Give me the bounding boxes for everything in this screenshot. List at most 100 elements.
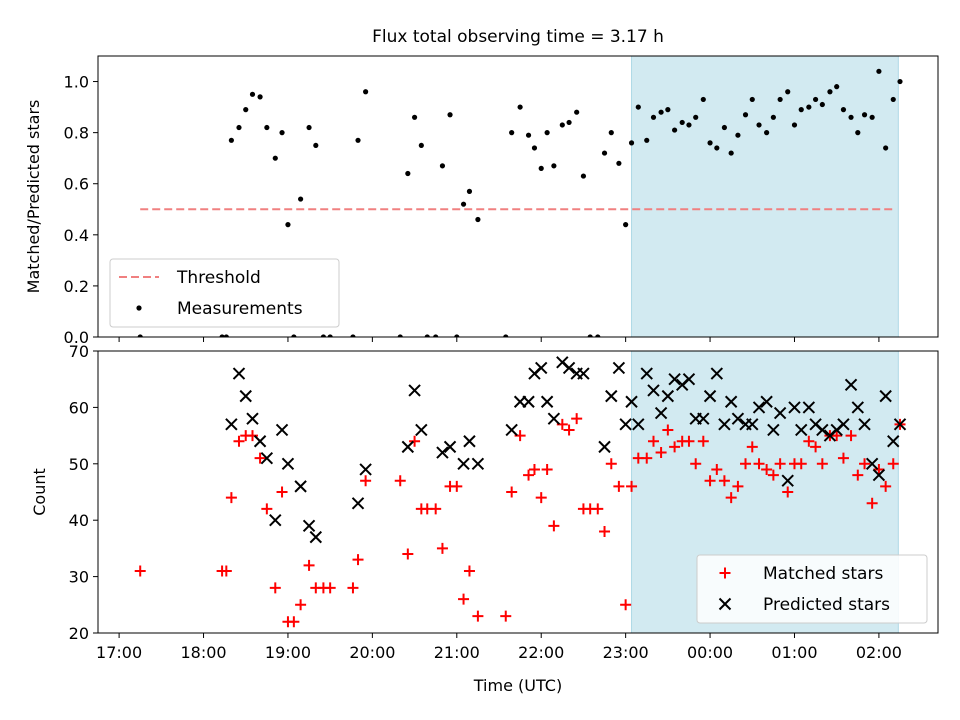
- measurement-point: [735, 132, 741, 138]
- matched-star-point: [683, 435, 695, 447]
- predicted-star-point: [795, 423, 808, 437]
- matched-star-point: [816, 458, 828, 470]
- measurement-point: [644, 137, 650, 143]
- predicted-star-point: [781, 474, 794, 487]
- y-tick-label: 1.0: [64, 73, 89, 92]
- predicted-star-point: [632, 418, 645, 431]
- measurement-point: [601, 150, 608, 156]
- predicted-star-point: [802, 401, 816, 414]
- predicted-star-point: [879, 389, 892, 403]
- matched-star-point: [563, 424, 575, 436]
- measurement-point: [236, 124, 242, 131]
- y-tick-label: 0.8: [64, 124, 89, 143]
- chart-title: Flux total observing time = 3.17 h: [372, 27, 664, 47]
- x-tick-label: 18:00: [180, 643, 226, 662]
- predicted-star-point: [540, 395, 554, 408]
- matched-star-point: [647, 435, 659, 447]
- predicted-star-point: [562, 361, 576, 375]
- measurement-point: [650, 114, 657, 120]
- matched-star-point: [887, 458, 899, 470]
- matched-star-point: [837, 452, 849, 464]
- x-axis-label: Time (UTC): [473, 676, 562, 695]
- measurement-point: [791, 122, 798, 128]
- measurement-point: [827, 89, 833, 95]
- measurement-point: [890, 96, 896, 103]
- matched-star-point: [303, 559, 315, 571]
- measurement-point: [869, 114, 875, 120]
- predicted-star-point: [471, 457, 485, 471]
- matched-star-point: [458, 593, 470, 605]
- matched-star-point: [535, 492, 547, 504]
- matched-star-point: [352, 554, 364, 566]
- matched-star-point: [626, 480, 638, 492]
- axes-frame: [97, 350, 939, 634]
- predicted-star-point: [535, 361, 548, 375]
- matched-star-point: [880, 480, 892, 492]
- measurement-point: [279, 130, 285, 136]
- matched-star-point: [233, 435, 245, 447]
- predicted-star-point: [858, 418, 871, 431]
- measurement-point: [243, 107, 249, 113]
- legend-box: [696, 554, 928, 624]
- shaded-region: [631, 55, 899, 338]
- matched-star-point: [761, 463, 773, 475]
- predicted-star-point: [269, 513, 282, 527]
- predicted-star-point: [887, 435, 900, 448]
- matched-star-point: [767, 469, 779, 481]
- predicted-star-point: [640, 367, 653, 380]
- data-layer: [137, 68, 903, 337]
- top-panel: 0.0 0.2 0.4 0.6 0.8 1.0 Matched/Predicted star…: [24, 55, 939, 347]
- matched-star-point: [803, 435, 815, 447]
- measurement-point: [686, 122, 692, 128]
- measurement-point: [721, 124, 728, 131]
- y-tick-label: 50: [69, 455, 89, 474]
- legend-top: Threshold Measurements: [109, 258, 340, 328]
- predicted-star-point: [408, 384, 421, 397]
- measurement-point: [551, 163, 557, 169]
- measurement-point: [665, 107, 671, 113]
- measurement-point: [714, 145, 720, 151]
- matched-star-point: [541, 463, 553, 475]
- predicted-star-point: [788, 401, 801, 414]
- legend-bottom: Matched stars Predicted stars: [696, 554, 928, 624]
- legend-predicted-swatch: [718, 597, 732, 611]
- x-tick-label: 02:00: [856, 643, 902, 662]
- predicted-star-point: [844, 378, 858, 392]
- matched-star-point: [669, 441, 681, 453]
- predicted-star-point: [281, 457, 295, 471]
- measurement-point: [320, 334, 327, 337]
- measurement-point: [848, 114, 854, 120]
- matched-star-point: [269, 582, 281, 594]
- measurement-point: [285, 222, 291, 228]
- data-layer: [134, 356, 907, 628]
- predicted-star-point: [625, 395, 638, 408]
- predicted-star-point: [309, 530, 323, 544]
- matched-star-point: [430, 503, 442, 515]
- measurement-point: [580, 173, 587, 179]
- measurement-point: [439, 163, 446, 169]
- measurement-point: [883, 145, 889, 151]
- matched-star-point: [852, 469, 864, 481]
- legend-threshold-label: Threshold: [176, 268, 261, 288]
- legend-box: [109, 258, 340, 328]
- predicted-star-point: [522, 395, 535, 408]
- x-tick-label: 17:00: [96, 643, 142, 662]
- predicted-star-point: [359, 463, 372, 476]
- matched-star-point: [690, 458, 702, 470]
- predicted-star-point: [239, 389, 252, 403]
- y-tick-label: 20: [69, 624, 89, 643]
- matched-star-point: [795, 458, 807, 470]
- measurement-point: [509, 130, 515, 136]
- matched-star-point: [409, 435, 421, 447]
- matched-star-point: [697, 435, 709, 447]
- measurement-point: [424, 334, 430, 337]
- measurement-point: [658, 109, 664, 115]
- predicted-star-point: [816, 423, 829, 437]
- measurement-point: [566, 119, 572, 126]
- measurement-point: [363, 89, 369, 95]
- predicted-star-point: [605, 389, 618, 403]
- predicted-star-point: [661, 389, 675, 403]
- measurement-point: [700, 96, 706, 103]
- matched-star-point: [873, 463, 885, 475]
- matched-star-point: [655, 447, 667, 459]
